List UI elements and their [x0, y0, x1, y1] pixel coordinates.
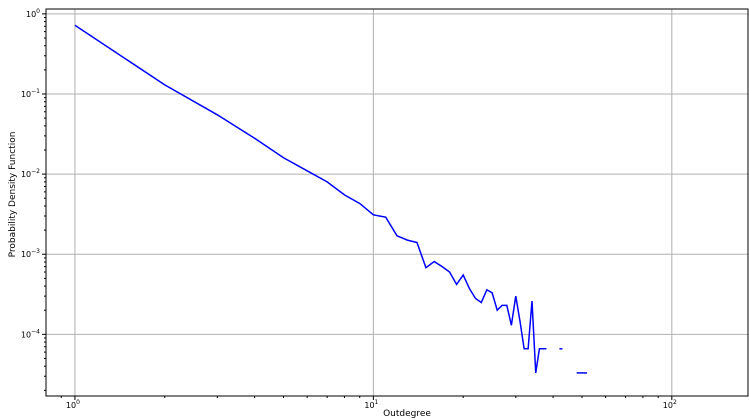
y-tick-label: 10−3 [21, 248, 40, 259]
data-series [74, 24, 588, 374]
y-tick-label: 100 [26, 8, 40, 19]
y-tick-label: 10−2 [21, 168, 40, 179]
y-tick-label: 10−4 [21, 328, 40, 339]
y-tick-label: 10−1 [21, 88, 40, 99]
x-tick-label: 100 [66, 399, 80, 410]
grid-lines [46, 9, 748, 396]
x-axis-label: Outdegree [383, 409, 431, 419]
x-axis-ticks: 100 101 102 [60, 396, 677, 410]
y-axis-ticks: 10−4 10−3 10−2 10−1 100 [21, 8, 46, 391]
series-line [74, 24, 547, 374]
y-axis-label: Probability Density Function [8, 132, 18, 258]
x-tick-label: 102 [663, 399, 677, 410]
plot-frame [45, 8, 749, 397]
x-tick-label: 101 [364, 399, 378, 410]
